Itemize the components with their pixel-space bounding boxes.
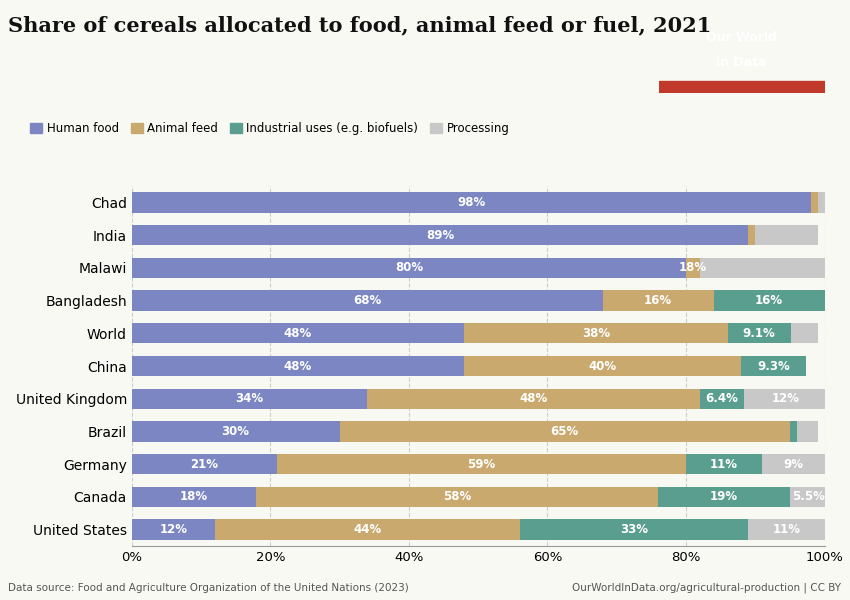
- Bar: [755, 225, 818, 245]
- Text: 16%: 16%: [755, 294, 783, 307]
- Text: 98%: 98%: [457, 196, 485, 209]
- Text: Our World: Our World: [706, 31, 777, 44]
- Text: 16%: 16%: [644, 294, 672, 307]
- Bar: [790, 323, 819, 343]
- Bar: [818, 192, 824, 212]
- Bar: [659, 81, 824, 93]
- Bar: [132, 487, 257, 507]
- Bar: [132, 290, 603, 311]
- Bar: [132, 323, 464, 343]
- Legend: Human food, Animal feed, Industrial uses (e.g. biofuels), Processing: Human food, Animal feed, Industrial uses…: [31, 122, 509, 135]
- Bar: [464, 356, 741, 376]
- Bar: [811, 192, 818, 212]
- Text: 11%: 11%: [710, 458, 738, 470]
- Bar: [464, 323, 728, 343]
- Text: in Data: in Data: [717, 56, 767, 69]
- Bar: [762, 454, 824, 475]
- Bar: [714, 290, 824, 311]
- Text: 6.4%: 6.4%: [706, 392, 739, 405]
- Text: 48%: 48%: [284, 359, 312, 373]
- Text: 38%: 38%: [582, 327, 610, 340]
- Text: Data source: Food and Agriculture Organization of the United Nations (2023): Data source: Food and Agriculture Organi…: [8, 583, 409, 593]
- Text: 68%: 68%: [353, 294, 382, 307]
- Bar: [132, 454, 277, 475]
- Bar: [132, 421, 340, 442]
- Text: 48%: 48%: [519, 392, 547, 405]
- Bar: [132, 389, 367, 409]
- Bar: [658, 487, 790, 507]
- Text: 5.5%: 5.5%: [792, 490, 825, 503]
- Text: 11%: 11%: [773, 523, 801, 536]
- Bar: [367, 389, 700, 409]
- Bar: [340, 421, 790, 442]
- Bar: [728, 323, 791, 343]
- Bar: [132, 192, 811, 212]
- Bar: [257, 487, 658, 507]
- Text: 34%: 34%: [235, 392, 264, 405]
- Text: 19%: 19%: [710, 490, 738, 503]
- Text: 80%: 80%: [394, 262, 423, 274]
- Text: 9.1%: 9.1%: [743, 327, 775, 340]
- Text: 18%: 18%: [180, 490, 208, 503]
- Text: 65%: 65%: [551, 425, 579, 438]
- Text: OurWorldInData.org/agricultural-production | CC BY: OurWorldInData.org/agricultural-producti…: [573, 582, 842, 593]
- Text: 9.3%: 9.3%: [757, 359, 790, 373]
- Text: 30%: 30%: [222, 425, 250, 438]
- Bar: [132, 356, 464, 376]
- Bar: [700, 257, 824, 278]
- Bar: [686, 257, 700, 278]
- Bar: [132, 520, 215, 540]
- Bar: [790, 487, 828, 507]
- Bar: [744, 389, 827, 409]
- Text: 12%: 12%: [159, 523, 187, 536]
- Bar: [277, 454, 686, 475]
- Text: 12%: 12%: [772, 392, 800, 405]
- Text: 48%: 48%: [284, 327, 312, 340]
- Bar: [686, 454, 762, 475]
- Text: 18%: 18%: [679, 262, 707, 274]
- Bar: [603, 290, 714, 311]
- Bar: [519, 520, 748, 540]
- Text: 44%: 44%: [353, 523, 382, 536]
- Bar: [741, 356, 806, 376]
- Bar: [215, 520, 519, 540]
- Bar: [748, 225, 755, 245]
- Text: 9%: 9%: [784, 458, 803, 470]
- Bar: [796, 421, 818, 442]
- Text: 33%: 33%: [620, 523, 648, 536]
- Text: 40%: 40%: [589, 359, 617, 373]
- Text: 89%: 89%: [426, 229, 454, 242]
- Bar: [132, 257, 686, 278]
- Bar: [748, 520, 824, 540]
- Text: 59%: 59%: [468, 458, 496, 470]
- Text: 58%: 58%: [443, 490, 472, 503]
- Bar: [790, 421, 796, 442]
- Text: 21%: 21%: [190, 458, 218, 470]
- Bar: [132, 225, 748, 245]
- Text: Share of cereals allocated to food, animal feed or fuel, 2021: Share of cereals allocated to food, anim…: [8, 15, 711, 35]
- Bar: [700, 389, 744, 409]
